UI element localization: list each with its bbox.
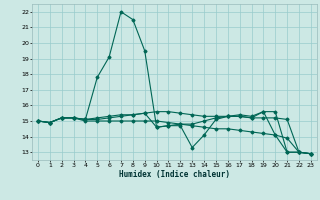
X-axis label: Humidex (Indice chaleur): Humidex (Indice chaleur) xyxy=(119,170,230,179)
